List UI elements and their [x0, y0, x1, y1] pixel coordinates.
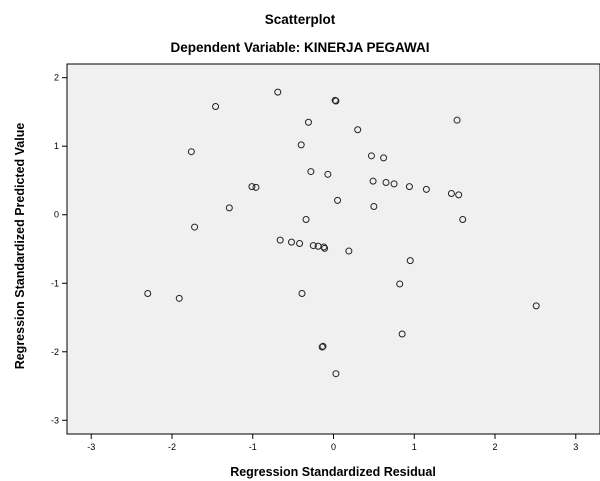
scatter-point — [369, 177, 377, 185]
scatter-point — [380, 154, 388, 162]
points-layer — [144, 88, 540, 378]
x-tick-label: -2 — [168, 442, 176, 452]
x-tick-label: 1 — [412, 442, 417, 452]
scatter-point — [307, 168, 315, 176]
scatter-point — [297, 141, 305, 149]
scatter-point — [345, 247, 353, 255]
scatter-point — [422, 185, 430, 193]
scatter-point — [331, 96, 339, 104]
y-tick-label: -2 — [51, 347, 59, 357]
scatter-point — [309, 242, 317, 250]
y-tick-label: 2 — [54, 73, 59, 83]
scatter-point — [354, 126, 362, 134]
scatter-point — [288, 238, 296, 246]
x-axis-label: Regression Standardized Residual — [230, 465, 436, 479]
y-tick-label: -1 — [51, 278, 59, 288]
scatter-point — [276, 236, 284, 244]
scatter-point — [320, 243, 328, 251]
scatter-point — [296, 240, 304, 248]
scatter-point — [302, 216, 310, 224]
scatter-point — [396, 280, 404, 288]
scatter-point — [321, 244, 329, 252]
x-tick-label: 3 — [573, 442, 578, 452]
scatter-point — [298, 290, 306, 298]
x-tick-label: 0 — [331, 442, 336, 452]
scatter-point — [191, 223, 199, 231]
scatter-point — [398, 330, 406, 338]
ticks-layer: -3 -2 -1 0 1 2 3 -3 -2 -1 0 1 2 — [51, 73, 578, 452]
scatter-point — [187, 148, 195, 156]
scatter-point — [405, 183, 413, 191]
scatter-point — [212, 102, 220, 110]
x-tick-label: 2 — [493, 442, 498, 452]
scatter-point — [332, 370, 340, 378]
chart-subtitle: Dependent Variable: KINERJA PEGAWAI — [170, 40, 429, 55]
scatter-point — [252, 183, 260, 191]
chart-title: Scatterplot — [265, 12, 336, 27]
scatter-point — [175, 294, 183, 302]
scatter-point — [319, 342, 327, 350]
scatter-point — [248, 183, 256, 191]
scatter-point — [447, 190, 455, 197]
x-tick-label: -3 — [87, 442, 95, 452]
scatter-point — [390, 180, 398, 188]
scatter-point — [453, 116, 461, 124]
plot-area — [66, 63, 600, 435]
scatter-point — [144, 290, 152, 298]
scatter-point — [459, 216, 467, 224]
x-tick-label: -1 — [249, 442, 257, 452]
scatter-point — [406, 257, 414, 265]
y-tick-label: 1 — [54, 141, 59, 151]
scatter-point — [455, 191, 463, 199]
scatter-point — [225, 204, 233, 212]
scatter-point — [382, 179, 390, 187]
scatter-point — [370, 203, 378, 211]
scatter-point — [318, 343, 326, 351]
y-axis-label: Regression Standardized Predicted Value — [13, 123, 27, 370]
scatter-point — [324, 170, 332, 178]
y-tick-label: 0 — [54, 210, 59, 220]
scatter-point — [274, 88, 282, 96]
scatter-point — [367, 152, 375, 160]
y-tick-label: -3 — [51, 415, 59, 425]
scatter-point — [532, 302, 540, 310]
scatter-point — [332, 97, 340, 105]
scatter-point — [334, 196, 342, 204]
scatter-point — [304, 118, 312, 126]
